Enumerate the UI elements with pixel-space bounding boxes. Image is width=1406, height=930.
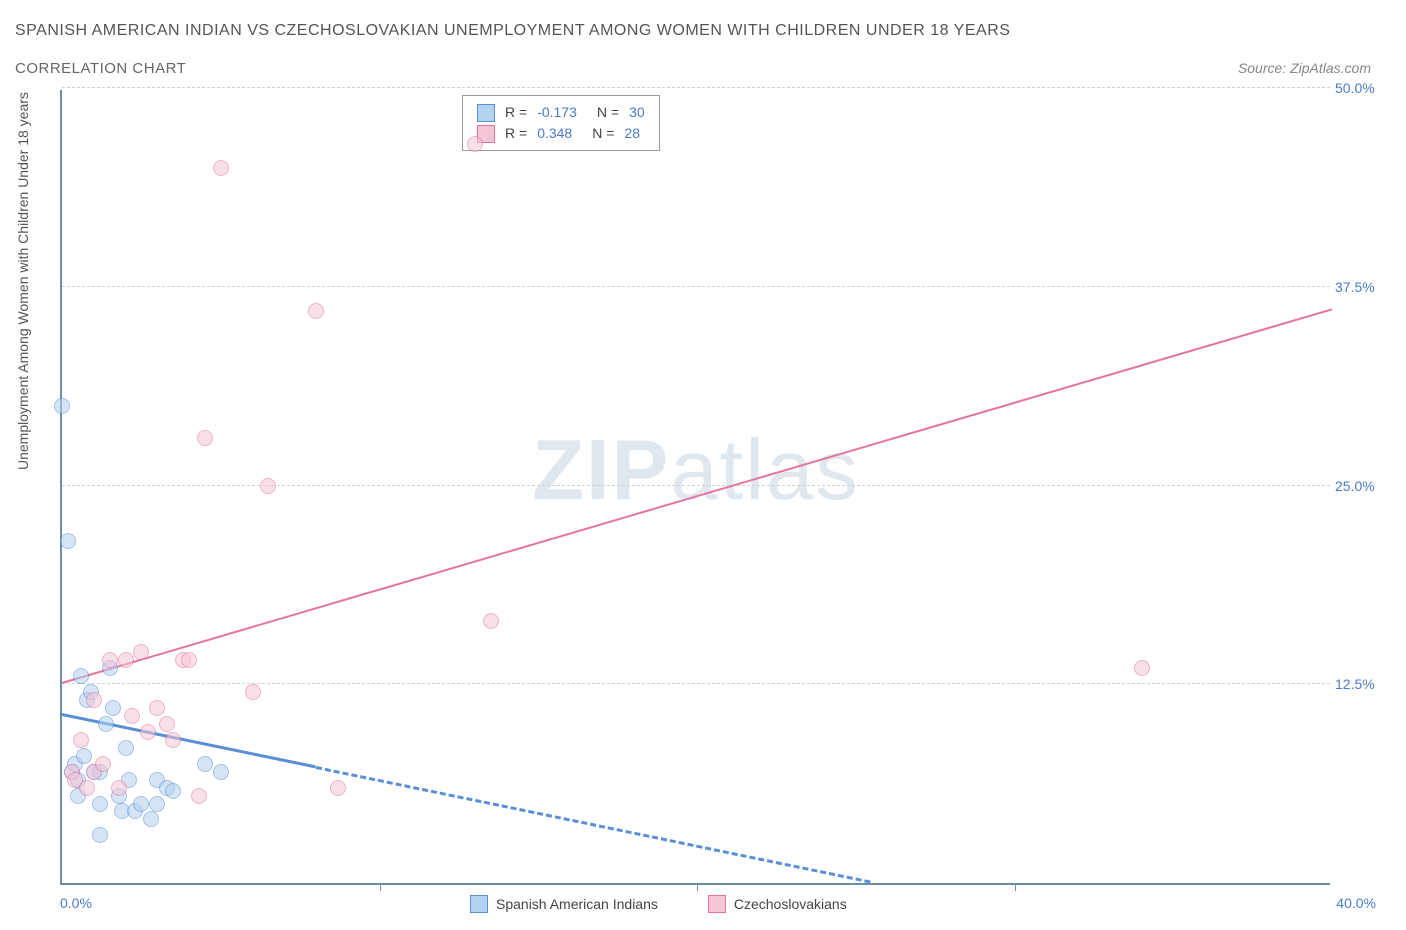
chart-title-line2: CORRELATION CHART <box>15 60 186 77</box>
correlation-n-label-1: N = <box>592 123 614 144</box>
legend-label-0: Spanish American Indians <box>496 896 658 912</box>
scatter-point <box>467 136 483 152</box>
x-tick <box>697 883 698 891</box>
watermark-light: atlas <box>670 423 860 518</box>
scatter-point <box>118 740 134 756</box>
scatter-point <box>73 668 89 684</box>
scatter-point <box>124 708 140 724</box>
scatter-point <box>191 788 207 804</box>
x-axis-min-label: 0.0% <box>60 895 92 911</box>
y-axis-label: Unemployment Among Women with Children U… <box>15 92 31 470</box>
scatter-point <box>143 811 159 827</box>
correlation-r-label-1: R = <box>505 123 527 144</box>
scatter-point <box>86 692 102 708</box>
correlation-r-label-0: R = <box>505 102 527 123</box>
correlation-r-value-0: -0.173 <box>537 102 577 123</box>
scatter-point <box>308 303 324 319</box>
y-tick-label: 50.0% <box>1335 80 1390 96</box>
scatter-point <box>165 783 181 799</box>
scatter-point <box>149 700 165 716</box>
x-tick <box>380 883 381 891</box>
plot-area: ZIPatlas R = -0.173 N = 30 R = 0.348 N =… <box>60 90 1330 885</box>
scatter-point <box>133 644 149 660</box>
trend-line-dashed <box>316 766 871 883</box>
scatter-point <box>98 716 114 732</box>
scatter-point <box>92 827 108 843</box>
scatter-point <box>213 160 229 176</box>
correlation-n-value-0: 30 <box>629 102 645 123</box>
scatter-point <box>159 716 175 732</box>
correlation-r-value-1: 0.348 <box>537 123 572 144</box>
scatter-point <box>133 796 149 812</box>
scatter-point <box>54 398 70 414</box>
bottom-legend: Spanish American Indians Czechoslovakian… <box>470 895 847 913</box>
y-tick-label: 25.0% <box>1335 478 1390 494</box>
scatter-point <box>1134 660 1150 676</box>
scatter-point <box>197 430 213 446</box>
gridline-h <box>62 286 1330 287</box>
legend-item-0: Spanish American Indians <box>470 895 658 913</box>
x-tick <box>1015 883 1016 891</box>
scatter-point <box>73 732 89 748</box>
scatter-point <box>118 652 134 668</box>
legend-swatch-1 <box>708 895 726 913</box>
watermark-bold: ZIP <box>532 423 670 518</box>
scatter-point <box>181 652 197 668</box>
scatter-point <box>95 756 111 772</box>
trend-line <box>62 309 1333 685</box>
y-tick-label: 12.5% <box>1335 676 1390 692</box>
scatter-point <box>102 652 118 668</box>
legend-item-1: Czechoslovakians <box>708 895 847 913</box>
x-axis-max-label: 40.0% <box>1336 895 1376 911</box>
watermark: ZIPatlas <box>532 422 860 520</box>
scatter-point <box>76 748 92 764</box>
correlation-row-series-0: R = -0.173 N = 30 <box>477 102 645 123</box>
correlation-legend: R = -0.173 N = 30 R = 0.348 N = 28 <box>462 95 660 151</box>
legend-swatch-0 <box>470 895 488 913</box>
scatter-point <box>483 613 499 629</box>
y-tick-label: 37.5% <box>1335 279 1390 295</box>
scatter-point <box>60 533 76 549</box>
scatter-point <box>149 796 165 812</box>
correlation-n-label-0: N = <box>597 102 619 123</box>
chart-title-line1: SPANISH AMERICAN INDIAN VS CZECHOSLOVAKI… <box>15 22 1010 40</box>
correlation-row-series-1: R = 0.348 N = 28 <box>477 123 645 144</box>
legend-label-1: Czechoslovakians <box>734 896 847 912</box>
gridline-h <box>62 485 1330 486</box>
scatter-point <box>165 732 181 748</box>
scatter-point <box>79 780 95 796</box>
scatter-point <box>245 684 261 700</box>
scatter-point <box>105 700 121 716</box>
scatter-point <box>111 780 127 796</box>
scatter-point <box>330 780 346 796</box>
correlation-swatch-0 <box>477 104 495 122</box>
scatter-point <box>92 796 108 812</box>
scatter-point <box>140 724 156 740</box>
scatter-point <box>260 478 276 494</box>
scatter-point <box>213 764 229 780</box>
source-attribution: Source: ZipAtlas.com <box>1238 60 1371 76</box>
gridline-h <box>62 87 1330 88</box>
scatter-point <box>197 756 213 772</box>
correlation-n-value-1: 28 <box>624 123 640 144</box>
